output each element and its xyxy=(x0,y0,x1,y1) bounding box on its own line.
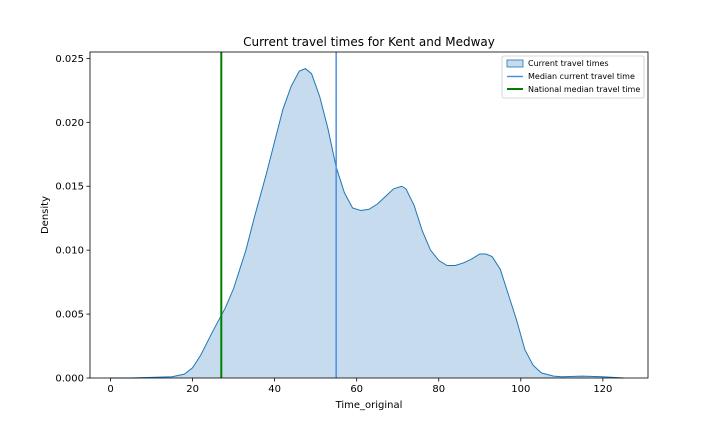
plot-area xyxy=(89,51,649,379)
density-line xyxy=(110,68,624,379)
y-axis-label: Density xyxy=(40,196,51,234)
x-axis-label: Time_original xyxy=(335,400,403,411)
plot-frame xyxy=(89,51,649,379)
x-tick-label: 40 xyxy=(268,384,281,395)
legend-entry-national-median-travel-time: National median travel time xyxy=(528,85,640,94)
legend-box xyxy=(501,55,645,99)
y-tick-label: 0.020 xyxy=(55,118,84,129)
legend: Current travel times Median current trav… xyxy=(501,55,645,99)
x-tick-label: 80 xyxy=(432,384,445,395)
x-tick-label: 100 xyxy=(511,384,530,395)
legend-swatch-current-travel-times xyxy=(506,59,524,68)
chart-title: Current travel times for Kent and Medway xyxy=(243,35,495,49)
x-tick-label: 0 xyxy=(107,384,113,395)
y-axis-ticks: 0.000 0.005 0.010 0.015 0.020 0.025 xyxy=(55,54,90,385)
legend-entry-median-current-travel-time: Median current travel time xyxy=(528,72,635,81)
y-tick-label: 0.000 xyxy=(55,374,84,385)
legend-entry-current-travel-times: Current travel times xyxy=(528,59,609,68)
y-tick-label: 0.010 xyxy=(55,246,84,257)
x-tick-label: 60 xyxy=(350,384,363,395)
y-tick-label: 0.005 xyxy=(55,310,84,321)
x-tick-label: 20 xyxy=(186,384,199,395)
x-tick-label: 120 xyxy=(593,384,612,395)
density-area xyxy=(110,68,624,379)
y-tick-label: 0.025 xyxy=(55,54,84,65)
x-axis-ticks: 0 20 40 60 80 100 120 xyxy=(107,378,612,395)
y-tick-label: 0.015 xyxy=(55,182,84,193)
